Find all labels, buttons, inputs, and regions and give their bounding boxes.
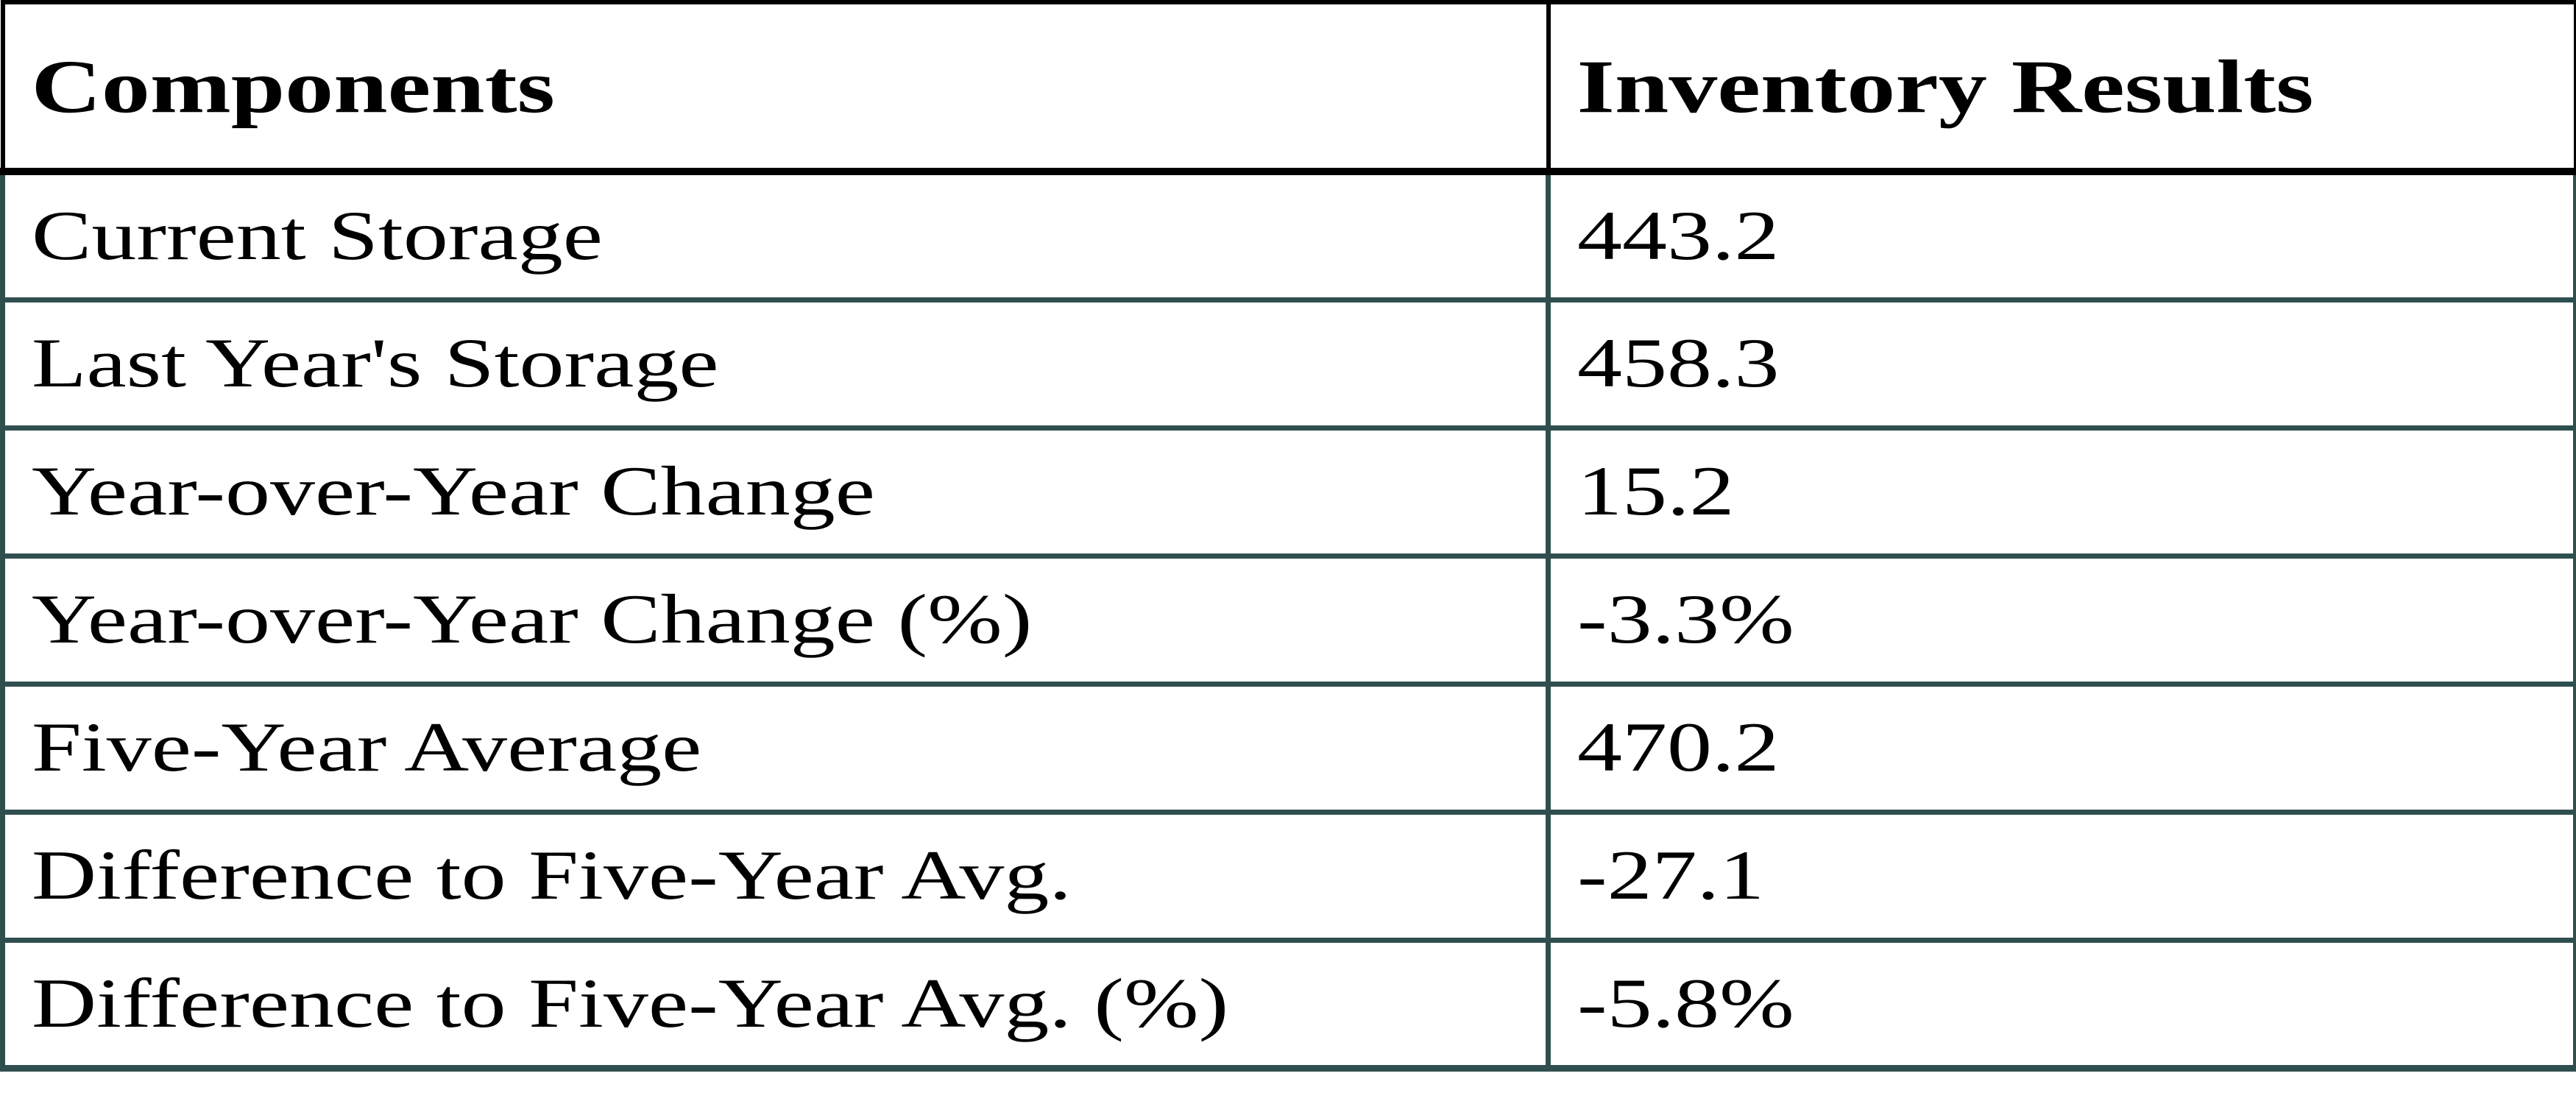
component-label: Year-over-Year Change	[32, 453, 875, 531]
value-text: -3.3%	[1577, 581, 1794, 659]
component-label: Year-over-Year Change (%)	[32, 581, 1033, 659]
cell-component: Year-over-Year Change	[0, 425, 1551, 559]
cell-value: 443.2	[1546, 169, 2576, 302]
cell-value: 458.3	[1546, 297, 2576, 431]
cell-component: Difference to Five-Year Avg. (%)	[0, 937, 1551, 1072]
table-body: Current Storage 443.2 Last Year's Storag…	[0, 169, 2576, 1072]
component-label: Difference to Five-Year Avg.	[32, 837, 1072, 915]
cell-value: -3.3%	[1546, 553, 2576, 687]
table-row-current-storage: Current Storage 443.2	[0, 169, 2576, 302]
value-text: -5.8%	[1577, 964, 1794, 1043]
cell-value: -27.1	[1546, 809, 2576, 943]
table-row-last-years-storage: Last Year's Storage 458.3	[0, 297, 2576, 431]
table-row-diff-five-year-avg: Difference to Five-Year Avg. -27.1	[0, 809, 2576, 943]
cell-value: 470.2	[1546, 681, 2576, 815]
value-text: -27.1	[1577, 837, 1765, 915]
table-header: Components Inventory Results	[0, 0, 2576, 175]
value-text: 15.2	[1577, 453, 1735, 531]
component-label: Difference to Five-Year Avg. (%)	[32, 964, 1229, 1043]
value-text: 443.2	[1577, 197, 1780, 275]
table-row-diff-five-year-avg-pct: Difference to Five-Year Avg. (%) -5.8%	[0, 937, 2576, 1072]
header-components-label: Components	[31, 43, 555, 129]
table-row-yoy-change: Year-over-Year Change 15.2	[0, 425, 2576, 559]
table-row-five-year-average: Five-Year Average 470.2	[0, 681, 2576, 815]
value-text: 470.2	[1577, 709, 1780, 787]
cell-component: Year-over-Year Change (%)	[0, 553, 1551, 687]
cell-component: Difference to Five-Year Avg.	[0, 809, 1551, 943]
header-cell-inventory-results: Inventory Results	[1546, 0, 2576, 175]
value-text: 458.3	[1577, 325, 1780, 403]
header-row: Components Inventory Results	[0, 0, 2576, 175]
inventory-results-table: Components Inventory Results Current Sto…	[0, 0, 2576, 1072]
cell-value: -5.8%	[1546, 937, 2576, 1072]
cell-component: Five-Year Average	[0, 681, 1551, 815]
table-row-yoy-change-pct: Year-over-Year Change (%) -3.3%	[0, 553, 2576, 687]
cell-value: 15.2	[1546, 425, 2576, 559]
cell-component: Last Year's Storage	[0, 297, 1551, 431]
header-inventory-results-label: Inventory Results	[1577, 43, 2314, 129]
header-cell-components: Components	[0, 0, 1551, 175]
component-label: Five-Year Average	[32, 709, 702, 787]
component-label: Last Year's Storage	[32, 325, 719, 403]
component-label: Current Storage	[32, 197, 603, 275]
cell-component: Current Storage	[0, 169, 1551, 302]
